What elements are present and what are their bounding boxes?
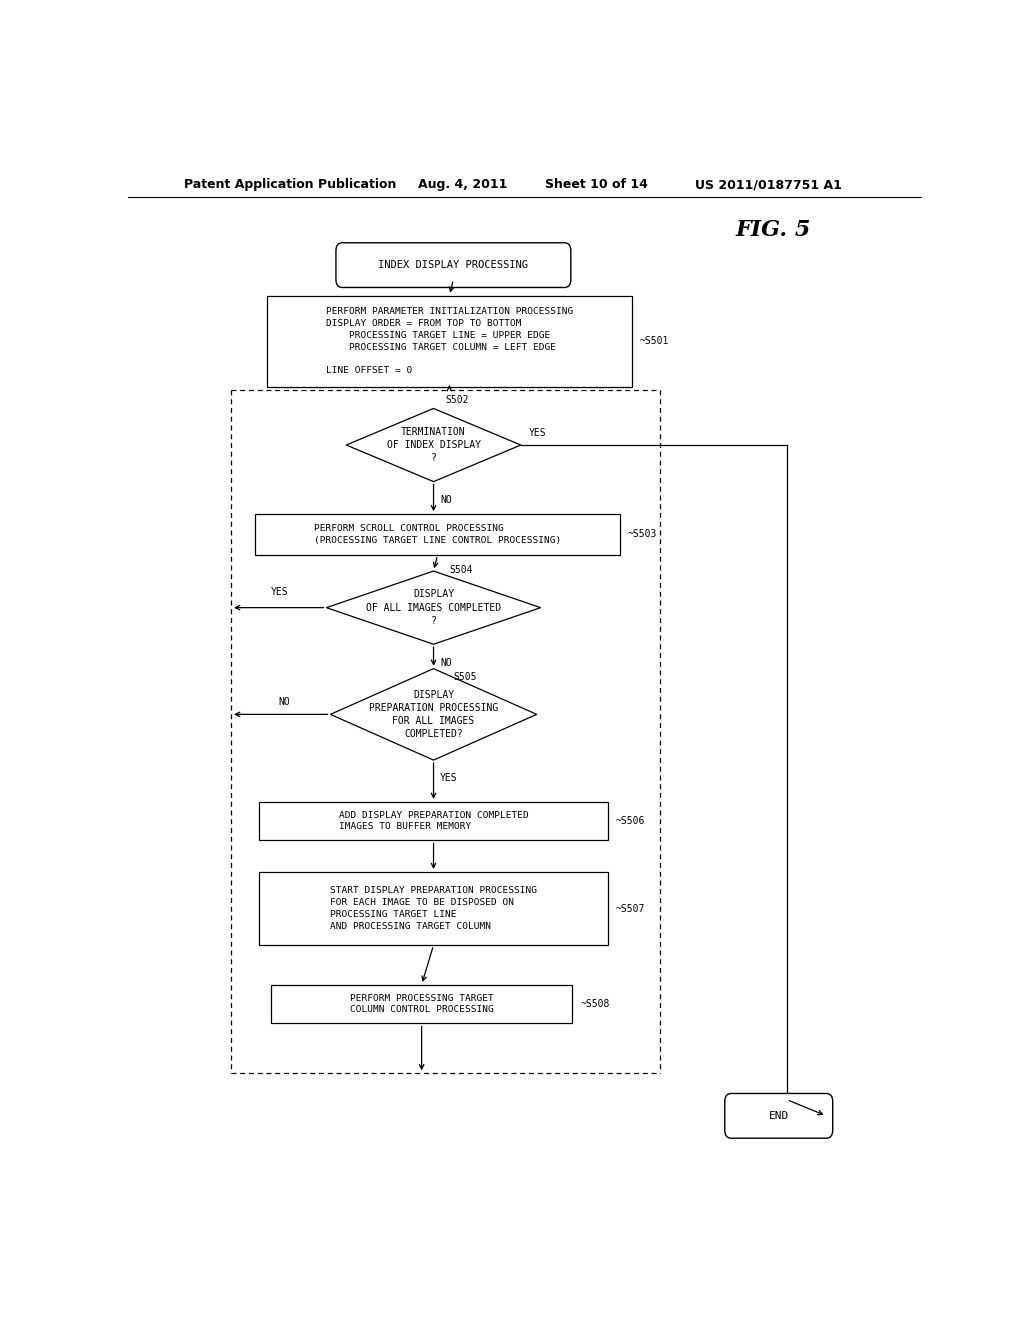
Bar xyxy=(255,513,620,554)
Text: US 2011/0187751 A1: US 2011/0187751 A1 xyxy=(695,178,843,191)
Text: S504: S504 xyxy=(450,565,473,576)
Text: FIG. 5: FIG. 5 xyxy=(735,219,810,240)
Text: INDEX DISPLAY PROCESSING: INDEX DISPLAY PROCESSING xyxy=(379,260,528,271)
Text: YES: YES xyxy=(270,587,289,598)
Text: PERFORM PARAMETER INITIALIZATION PROCESSING
DISPLAY ORDER = FROM TOP TO BOTTOM
 : PERFORM PARAMETER INITIALIZATION PROCESS… xyxy=(326,308,573,375)
Text: S502: S502 xyxy=(445,395,469,405)
FancyBboxPatch shape xyxy=(725,1093,833,1138)
Text: ~S507: ~S507 xyxy=(616,903,645,913)
Text: DISPLAY
PREPARATION PROCESSING
FOR ALL IMAGES
COMPLETED?: DISPLAY PREPARATION PROCESSING FOR ALL I… xyxy=(369,689,498,739)
Text: YES: YES xyxy=(440,774,458,783)
Text: NO: NO xyxy=(440,657,452,668)
Text: S505: S505 xyxy=(454,672,477,681)
FancyBboxPatch shape xyxy=(336,243,570,288)
Text: ~S501: ~S501 xyxy=(640,337,670,346)
Text: ADD DISPLAY PREPARATION COMPLETED
IMAGES TO BUFFER MEMORY: ADD DISPLAY PREPARATION COMPLETED IMAGES… xyxy=(339,810,528,832)
Bar xyxy=(267,296,632,387)
Polygon shape xyxy=(327,572,541,644)
Text: TERMINATION
OF INDEX DISPLAY
?: TERMINATION OF INDEX DISPLAY ? xyxy=(386,426,480,463)
Text: PERFORM PROCESSING TARGET
COLUMN CONTROL PROCESSING: PERFORM PROCESSING TARGET COLUMN CONTROL… xyxy=(350,994,494,1015)
Text: NO: NO xyxy=(440,495,452,506)
Text: PERFORM SCROLL CONTROL PROCESSING
(PROCESSING TARGET LINE CONTROL PROCESSING): PERFORM SCROLL CONTROL PROCESSING (PROCE… xyxy=(314,524,561,545)
Text: END: END xyxy=(769,1111,788,1121)
Text: Patent Application Publication: Patent Application Publication xyxy=(183,178,396,191)
Polygon shape xyxy=(346,408,521,482)
Text: YES: YES xyxy=(528,428,547,438)
Polygon shape xyxy=(331,669,537,760)
Bar xyxy=(270,985,572,1023)
Text: START DISPLAY PREPARATION PROCESSING
FOR EACH IMAGE TO BE DISPOSED ON
PROCESSING: START DISPLAY PREPARATION PROCESSING FOR… xyxy=(330,886,537,931)
Text: Sheet 10 of 14: Sheet 10 of 14 xyxy=(545,178,647,191)
Text: ~S506: ~S506 xyxy=(616,816,645,826)
Bar xyxy=(259,873,608,945)
Text: NO: NO xyxy=(279,697,291,708)
Text: Aug. 4, 2011: Aug. 4, 2011 xyxy=(418,178,507,191)
Text: ~S508: ~S508 xyxy=(581,999,609,1008)
Text: ~S503: ~S503 xyxy=(628,529,657,540)
Bar xyxy=(259,801,608,841)
Text: DISPLAY
OF ALL IMAGES COMPLETED
?: DISPLAY OF ALL IMAGES COMPLETED ? xyxy=(366,590,501,626)
